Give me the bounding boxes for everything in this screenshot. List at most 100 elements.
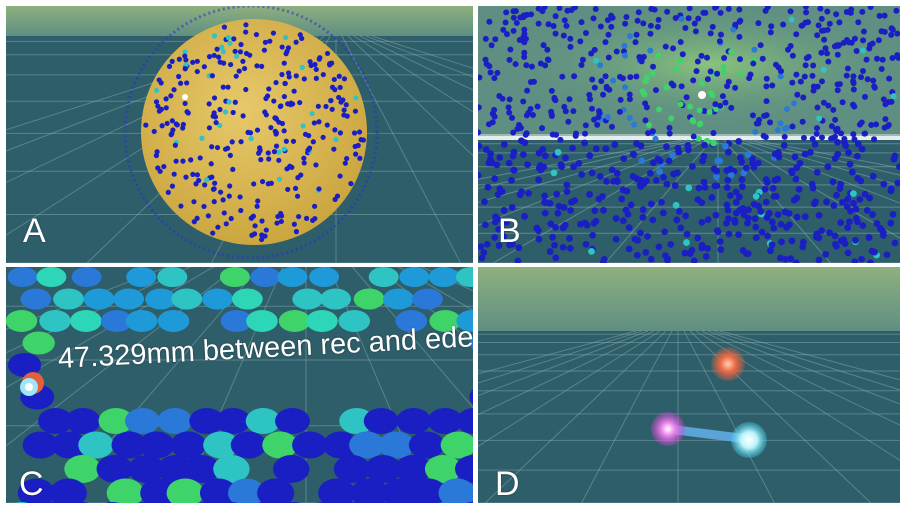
point [655, 52, 662, 59]
point [774, 126, 781, 133]
point [763, 83, 770, 90]
point [213, 455, 250, 483]
point [456, 267, 473, 287]
point [736, 206, 744, 214]
point [777, 220, 785, 228]
point [566, 235, 573, 242]
point [521, 213, 528, 220]
point [125, 408, 160, 434]
point [202, 182, 208, 188]
point [270, 30, 277, 36]
point [562, 108, 569, 115]
point [184, 109, 190, 115]
point [220, 197, 226, 203]
point [333, 136, 339, 143]
point [588, 169, 596, 177]
point [603, 178, 610, 185]
point [206, 125, 213, 131]
point [674, 169, 681, 177]
point [736, 18, 743, 25]
point [292, 288, 324, 310]
point [686, 6, 693, 12]
point [203, 431, 239, 459]
point [787, 8, 794, 15]
point [351, 130, 358, 136]
point [695, 15, 702, 22]
point [570, 108, 577, 115]
point [667, 240, 675, 248]
point [197, 155, 203, 161]
point [278, 310, 311, 332]
point [727, 171, 735, 179]
point [276, 149, 282, 155]
point [245, 408, 281, 434]
point [815, 211, 823, 219]
point [541, 6, 548, 10]
point [277, 267, 308, 287]
point [894, 30, 900, 37]
point [797, 78, 804, 85]
point [881, 124, 888, 131]
point [621, 42, 628, 49]
point [224, 502, 239, 503]
point [666, 124, 673, 131]
point [514, 257, 522, 263]
point [814, 104, 821, 111]
point [880, 232, 887, 239]
point [491, 234, 499, 241]
point [285, 70, 292, 76]
point [635, 9, 642, 16]
point [563, 188, 571, 196]
point [846, 160, 854, 168]
point [535, 176, 543, 184]
point [488, 42, 495, 49]
point [852, 205, 860, 213]
point [652, 135, 659, 142]
point [478, 254, 486, 262]
point [535, 235, 543, 243]
point [699, 80, 706, 87]
point [602, 73, 609, 80]
point [297, 32, 303, 38]
point [591, 116, 598, 123]
point [299, 64, 305, 70]
point [656, 106, 663, 113]
point [704, 54, 711, 61]
point [893, 7, 900, 14]
point [561, 17, 568, 24]
point [46, 502, 60, 503]
point [254, 203, 260, 209]
point [291, 88, 297, 94]
point [237, 49, 244, 55]
point [591, 84, 598, 91]
point [843, 8, 850, 15]
point [682, 212, 690, 220]
point [834, 81, 841, 88]
point [788, 237, 796, 245]
point [861, 93, 868, 100]
point [859, 8, 866, 15]
point [630, 151, 638, 159]
point [246, 310, 278, 332]
point [506, 241, 513, 249]
point [777, 73, 784, 80]
point [552, 30, 559, 37]
point [768, 23, 775, 30]
point [558, 163, 566, 171]
point [412, 288, 443, 310]
point [647, 47, 654, 54]
point [769, 82, 776, 89]
point [17, 478, 55, 503]
point [166, 478, 204, 503]
point [844, 65, 851, 72]
point [833, 191, 840, 199]
point [217, 106, 223, 113]
point [293, 73, 299, 79]
point [111, 431, 148, 459]
point [70, 310, 102, 332]
point [317, 55, 323, 61]
point [649, 70, 656, 77]
point [627, 74, 634, 81]
panel-d: D [478, 267, 900, 503]
point [833, 11, 840, 18]
